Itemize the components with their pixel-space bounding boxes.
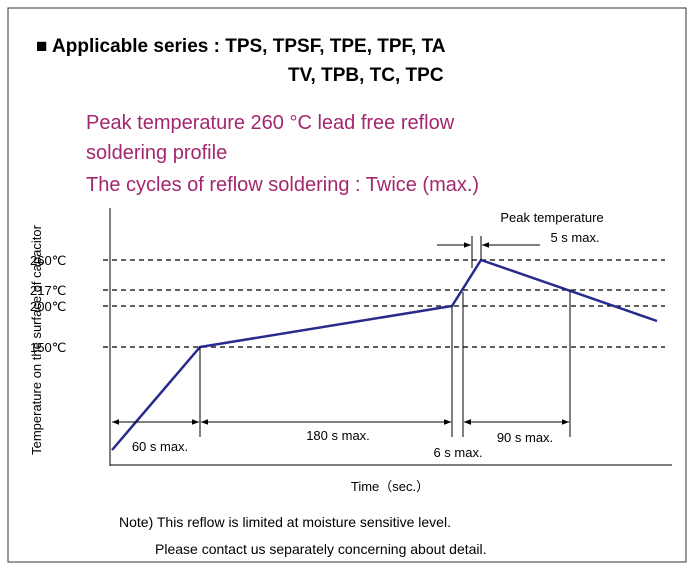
level-label: 150℃ xyxy=(30,340,66,355)
level-label: 200℃ xyxy=(30,299,66,314)
level-label: 217℃ xyxy=(30,283,66,298)
annotation: 6 s max. xyxy=(433,445,482,460)
note: Note) This reflow is limited at moisture… xyxy=(119,514,451,530)
annotation: 180 s max. xyxy=(306,428,370,443)
guides xyxy=(112,236,571,437)
note: Please contact us separately concerning … xyxy=(155,541,487,557)
annotation: 5 s max. xyxy=(550,230,599,245)
y-axis-label: Temperature on the surface of capacitor xyxy=(29,224,44,454)
subtitle: The cycles of reflow soldering : Twice (… xyxy=(86,174,479,196)
title: ■ Applicable series : TPS, TPSF, TPE, TP… xyxy=(36,36,446,57)
annotation: 90 s max. xyxy=(497,430,553,445)
axes xyxy=(109,208,672,466)
annotation: Peak temperature xyxy=(500,210,603,225)
level-label: 260℃ xyxy=(30,253,66,268)
level-lines xyxy=(103,259,665,348)
subtitle: Peak temperature 260 °C lead free reflow xyxy=(86,112,455,134)
annotation: 60 s max. xyxy=(132,439,188,454)
subtitle: soldering profile xyxy=(86,142,227,164)
title: TV, TPB, TC, TPC xyxy=(288,65,444,86)
x-axis-label: Time（sec.） xyxy=(351,479,429,494)
frame xyxy=(7,7,687,563)
